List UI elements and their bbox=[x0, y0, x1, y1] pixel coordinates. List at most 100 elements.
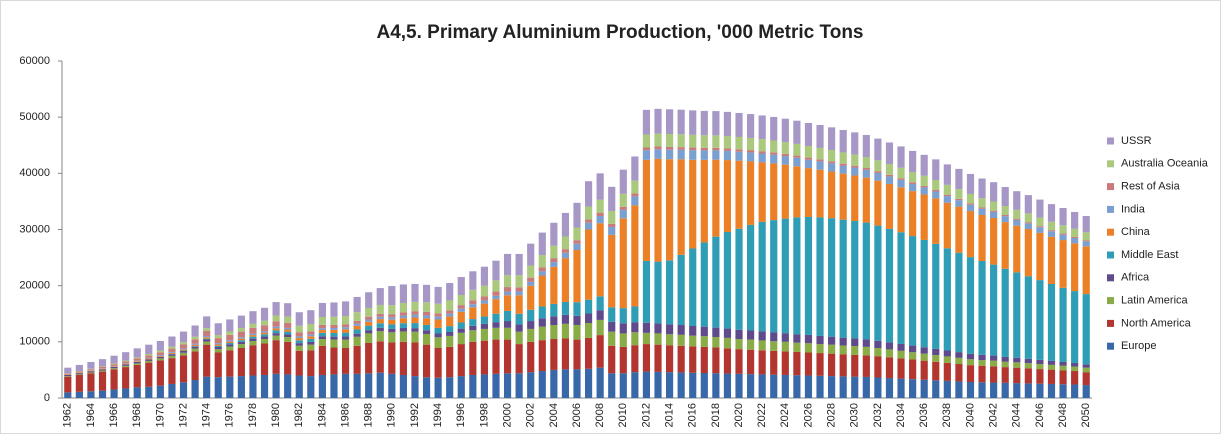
bar-segment bbox=[966, 365, 975, 382]
bar-segment bbox=[909, 150, 917, 173]
bar-segment bbox=[457, 277, 465, 295]
bar-segment bbox=[700, 110, 708, 136]
bar-segment bbox=[712, 337, 720, 348]
bar-segment bbox=[434, 286, 442, 304]
bar-segment bbox=[168, 351, 176, 353]
bar-segment bbox=[226, 331, 234, 335]
bar-segment bbox=[538, 271, 546, 276]
bar-segment bbox=[249, 336, 257, 339]
bar-segment bbox=[295, 332, 303, 337]
bar-segment bbox=[341, 336, 350, 340]
bar-segment bbox=[434, 316, 442, 320]
bar-segment bbox=[943, 184, 951, 195]
bar-segment bbox=[318, 330, 326, 333]
bar-segment bbox=[700, 150, 708, 160]
x-tick-label: 2006 bbox=[571, 403, 583, 427]
bar-segment bbox=[665, 109, 674, 135]
bar-segment bbox=[1024, 229, 1032, 277]
bar-segment bbox=[990, 264, 998, 356]
bar-segment bbox=[978, 178, 986, 199]
bar-segment bbox=[203, 316, 211, 329]
bar-segment bbox=[168, 354, 176, 356]
bar-segment bbox=[978, 207, 986, 209]
bar-segment bbox=[747, 114, 755, 138]
bar-segment bbox=[527, 265, 535, 278]
bar-segment bbox=[446, 335, 454, 347]
bar-segment bbox=[932, 348, 940, 356]
bar-segment bbox=[654, 333, 662, 345]
bar-segment bbox=[573, 324, 581, 340]
bar-segment bbox=[816, 147, 824, 160]
bar-segment bbox=[203, 344, 211, 377]
bar-segment bbox=[179, 382, 188, 398]
x-tick-label: 1996 bbox=[455, 403, 467, 427]
bar-segment bbox=[492, 299, 500, 314]
bar-segment bbox=[388, 305, 396, 315]
bar-segment bbox=[179, 352, 188, 356]
bar-segment bbox=[1082, 216, 1090, 233]
bar-segment bbox=[851, 221, 859, 339]
bar-segment bbox=[214, 343, 222, 345]
bar-segment bbox=[457, 328, 465, 333]
bar-segment bbox=[608, 223, 616, 227]
x-tick-label: 1964 bbox=[85, 403, 97, 427]
bar-segment bbox=[700, 135, 708, 148]
bar-segment bbox=[932, 243, 940, 349]
bar-segment bbox=[503, 291, 512, 296]
bar-segment bbox=[1059, 370, 1067, 385]
x-tick-label: 2030 bbox=[849, 403, 861, 427]
legend-label: Australia Oceania bbox=[1121, 158, 1209, 170]
bar-segment bbox=[457, 308, 465, 312]
bar-segment bbox=[828, 218, 836, 337]
bar-segment bbox=[64, 376, 72, 393]
bar-segment bbox=[862, 167, 870, 170]
bar-segment bbox=[191, 348, 199, 352]
bar-segment bbox=[527, 328, 535, 342]
bar-segment bbox=[793, 217, 801, 335]
bar-segment bbox=[747, 161, 755, 225]
bar-segment bbox=[608, 331, 616, 346]
bar-segment bbox=[307, 350, 315, 377]
bar-segment bbox=[619, 346, 627, 374]
bar-segment bbox=[284, 329, 292, 332]
bar-segment bbox=[642, 344, 651, 372]
bar-segment bbox=[608, 226, 616, 235]
bar-segment bbox=[295, 375, 303, 398]
bar-segment bbox=[64, 374, 72, 375]
bar-segment bbox=[503, 327, 512, 340]
bar-segment bbox=[758, 153, 766, 163]
bar-segment bbox=[249, 345, 257, 376]
bar-segment bbox=[619, 193, 627, 207]
bar-segment bbox=[723, 231, 732, 329]
bar-segment bbox=[561, 252, 570, 259]
bar-segment bbox=[700, 326, 708, 337]
legend-label: North America bbox=[1121, 317, 1192, 329]
legend-swatch bbox=[1107, 183, 1114, 191]
bar-segment bbox=[422, 318, 431, 325]
bar-segment bbox=[1036, 383, 1044, 398]
bar-segment bbox=[168, 355, 176, 359]
bar-segment bbox=[897, 350, 905, 359]
bar-segment bbox=[839, 345, 847, 355]
bar-segment bbox=[573, 202, 581, 228]
bar-segment bbox=[828, 344, 836, 354]
legend-swatch bbox=[1107, 251, 1114, 259]
bar-segment bbox=[388, 314, 396, 318]
bar-segment bbox=[422, 302, 431, 312]
bar-segment bbox=[318, 374, 326, 398]
x-tick-label: 1980 bbox=[270, 403, 282, 427]
bar-segment bbox=[538, 340, 546, 372]
bar-segment bbox=[816, 375, 824, 398]
bar-segment bbox=[122, 388, 130, 398]
bar-segment bbox=[179, 344, 188, 349]
bar-segment bbox=[1071, 211, 1079, 229]
bar-segment bbox=[133, 363, 141, 365]
bar-segment bbox=[133, 348, 141, 358]
bar-segment bbox=[932, 355, 940, 362]
bar-segment bbox=[966, 211, 975, 258]
bar-segment bbox=[677, 149, 685, 160]
x-tick-label: 2028 bbox=[826, 403, 838, 427]
bar-segment bbox=[272, 315, 280, 322]
bar-segment bbox=[237, 337, 245, 339]
bar-segment bbox=[376, 323, 384, 328]
